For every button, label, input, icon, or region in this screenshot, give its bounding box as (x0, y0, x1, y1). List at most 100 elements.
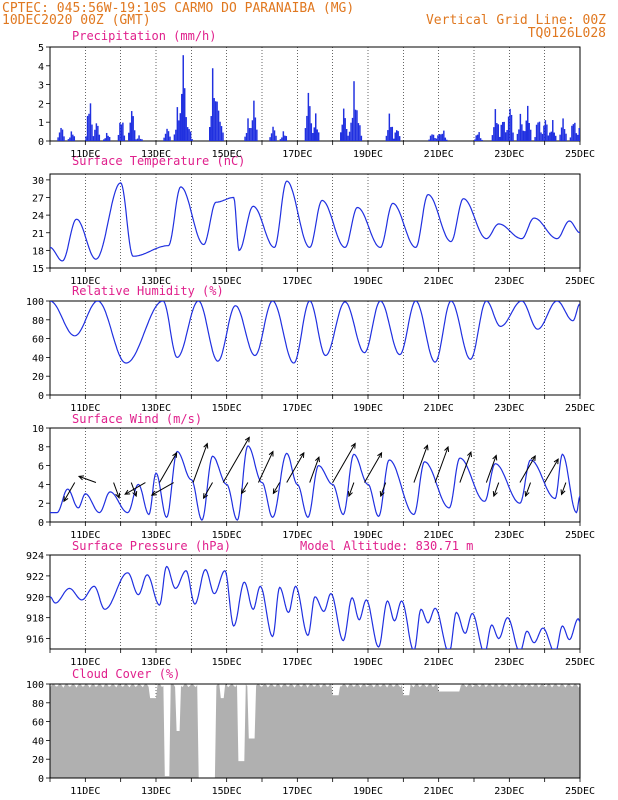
wind-ytick-label: 6 (38, 462, 44, 473)
wind-arrowhead (268, 450, 274, 457)
temperature-date-label: 17DEC (282, 276, 312, 287)
pressure-series-line (50, 565, 580, 649)
precip-bar (510, 114, 513, 141)
precipitation-ytick-label: 3 (38, 81, 44, 92)
precip-bar (253, 100, 255, 141)
precip-bar (537, 122, 539, 141)
wind-date-label: 11DEC (70, 530, 100, 541)
temperature-date-label: 15DEC (212, 276, 242, 287)
precip-bar (97, 125, 99, 141)
pressure-date-label: 25DEC (565, 657, 595, 668)
precip-bar (191, 139, 193, 141)
wind-arrow (348, 482, 355, 497)
precip-bar (94, 129, 96, 141)
precip-bar (538, 121, 541, 141)
precip-bar (120, 124, 123, 141)
wind-arrowhead (77, 475, 85, 481)
wind-arrow (192, 443, 208, 483)
wind-arrow (78, 475, 97, 483)
wind-ytick-label: 8 (38, 443, 44, 454)
precip-bar (254, 117, 257, 141)
precip-bar (317, 132, 320, 141)
precip-bar (138, 135, 140, 141)
humidity-ytick-label: 0 (38, 391, 44, 402)
wind-date-label: 21DEC (424, 530, 454, 541)
pressure-date-label: 11DEC (70, 657, 100, 668)
precip-bar (496, 123, 498, 141)
precip-bar (554, 135, 557, 141)
wind-arrowhead (63, 496, 69, 503)
precip-bar (478, 132, 480, 141)
precipitation-title: Precipitation (mm/h) (72, 29, 217, 43)
precip-bar (441, 133, 444, 141)
humidity-date-label: 17DEC (282, 403, 312, 414)
precip-bar (92, 136, 95, 141)
precip-bar (344, 118, 346, 141)
precip-bar (169, 136, 171, 141)
wind-arrowhead (240, 488, 246, 495)
wind-arrowhead (132, 491, 138, 498)
precip-bar (550, 131, 553, 141)
precip-bar (577, 134, 579, 141)
precip-bar (354, 109, 357, 141)
precip-bar (388, 113, 391, 141)
precip-bar (347, 135, 349, 141)
wind-arrow (493, 482, 500, 497)
precip-bar (173, 134, 176, 141)
wind-arrow (113, 482, 120, 498)
wind-arrowhead (203, 442, 209, 449)
precip-bar (216, 101, 218, 141)
precip-bar (279, 139, 282, 141)
temperature-title: Surface Temperature (nC) (72, 154, 245, 168)
precip-bar (270, 133, 273, 141)
header-line2: 10DEC2020 00Z (GMT) (2, 13, 151, 28)
wind-arrowhead (530, 455, 536, 462)
precip-bar (181, 93, 183, 141)
humidity-series-line (50, 301, 580, 364)
precip-bar (211, 68, 214, 141)
precip-bar (440, 134, 442, 141)
precip-bar (189, 131, 192, 141)
precip-bar (500, 124, 502, 141)
humidity-panel: 11DEC 13DEC 15DEC 17DEC 19DEC 21DEC 23DEC 25DEC… (26, 297, 595, 414)
precip-bar (353, 81, 355, 141)
precipitation-date-label: 21DEC (424, 149, 454, 160)
wind-arrow (159, 452, 178, 483)
pressure-ytick-label: 918 (26, 614, 44, 625)
precip-bar (387, 130, 389, 141)
temperature-ytick-label: 27 (32, 194, 44, 205)
precip-bar (499, 136, 501, 141)
precip-bar (559, 134, 561, 141)
precip-bar (98, 134, 101, 141)
precip-bar (501, 122, 504, 141)
precip-bar (479, 138, 482, 141)
precip-bar (509, 108, 511, 141)
wind-arrow (124, 482, 146, 495)
precip-bar (141, 139, 143, 141)
temperature-ytick-label: 21 (32, 229, 44, 240)
precip-bar (522, 130, 525, 141)
precip-bar (431, 134, 433, 141)
wind-arrow (203, 482, 213, 499)
wind-arrowhead (150, 490, 157, 496)
precip-bar (435, 138, 438, 141)
humidity-date-label: 19DEC (353, 403, 383, 414)
wind-arrow (413, 445, 428, 483)
temperature-date-label: 25DEC (565, 276, 595, 287)
cloud-ytick-label: 100 (26, 680, 44, 691)
wind-date-label: 13DEC (141, 530, 171, 541)
precip-bar (535, 124, 538, 141)
precip-bar (128, 132, 130, 141)
precip-bar (432, 134, 435, 141)
precip-bar (269, 137, 271, 141)
precip-bar (85, 136, 87, 141)
precip-bar (309, 106, 311, 141)
wind-arrowhead (492, 454, 498, 461)
precip-bar (186, 127, 189, 141)
wind-arrow (272, 482, 281, 494)
precip-bar (284, 135, 286, 141)
humidity-date-label: 15DEC (212, 403, 242, 414)
precip-bar (360, 135, 363, 141)
pressure-ytick-label: 920 (26, 593, 44, 604)
precipitation-ytick-label: 2 (38, 99, 44, 110)
